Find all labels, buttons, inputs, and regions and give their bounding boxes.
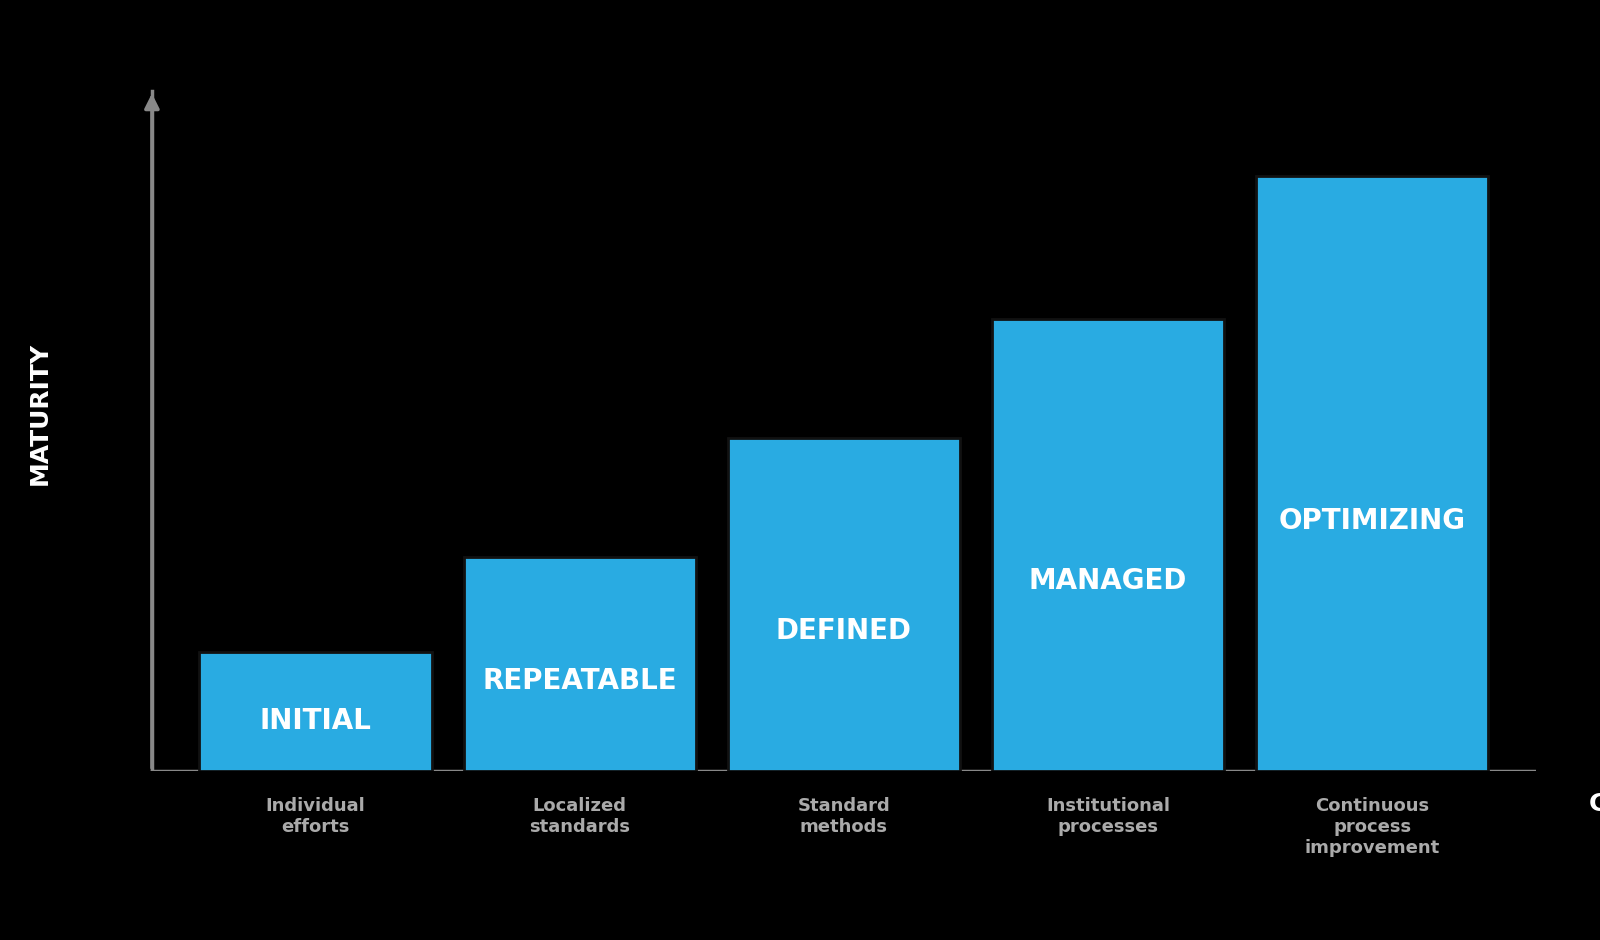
Text: Individual
efforts: Individual efforts xyxy=(266,797,365,836)
Bar xyxy=(464,556,696,771)
Text: Continuous
process
improvement: Continuous process improvement xyxy=(1304,797,1440,856)
Text: MANAGED: MANAGED xyxy=(1029,567,1187,595)
Text: Standard
methods: Standard methods xyxy=(797,797,890,836)
Text: DEFINED: DEFINED xyxy=(776,617,912,645)
Text: REPEATABLE: REPEATABLE xyxy=(483,666,677,695)
Bar xyxy=(992,319,1224,771)
Text: CAPABILITY: CAPABILITY xyxy=(1589,792,1600,816)
Text: INITIAL: INITIAL xyxy=(259,707,371,735)
Text: OPTIMIZING: OPTIMIZING xyxy=(1278,507,1466,535)
Text: Localized
standards: Localized standards xyxy=(530,797,630,836)
Text: Institutional
processes: Institutional processes xyxy=(1046,797,1170,836)
Bar xyxy=(1256,177,1488,771)
Text: MATURITY: MATURITY xyxy=(27,342,51,485)
Bar xyxy=(728,438,960,771)
Bar xyxy=(200,652,432,771)
